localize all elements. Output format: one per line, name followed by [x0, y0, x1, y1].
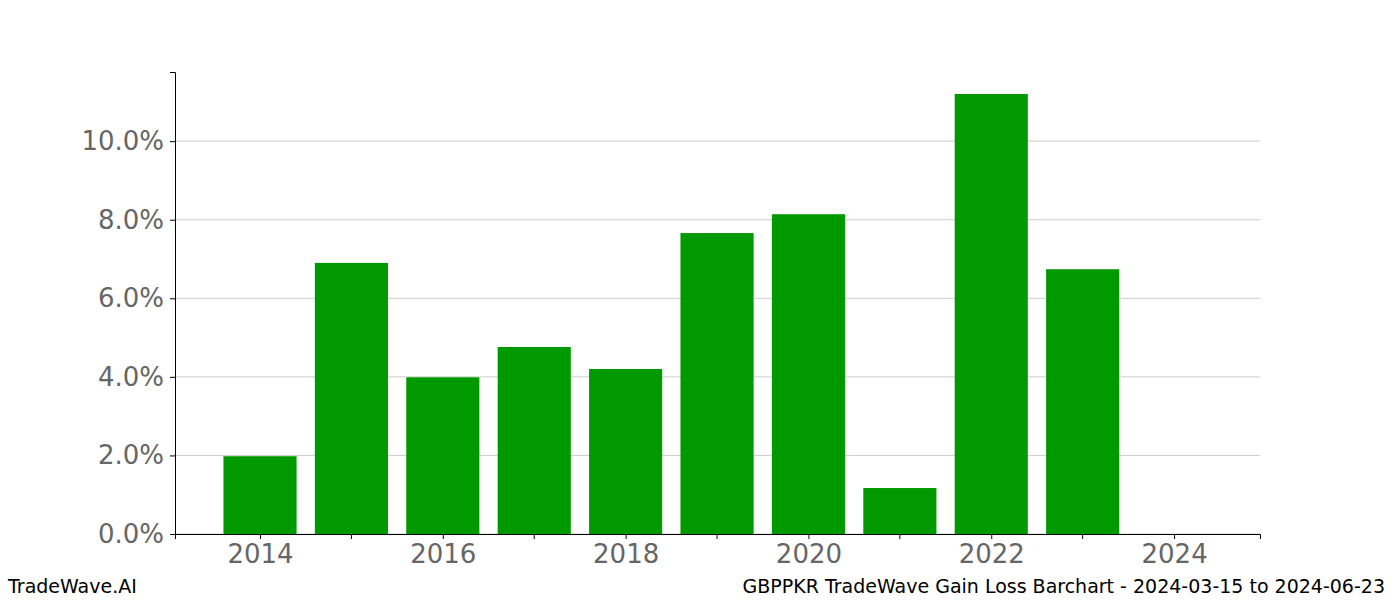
x-tick-mark [626, 534, 627, 539]
y-tick-label: 10.0% [81, 126, 164, 156]
bar [498, 347, 571, 534]
bar [1046, 269, 1119, 534]
x-tick-label: 2020 [776, 539, 842, 569]
bar [863, 488, 936, 534]
x-minor-tick [351, 534, 352, 539]
y-tick-label: 6.0% [98, 283, 164, 313]
y-axis: 0.0% 2.0% 4.0% 6.0% 8.0% 10.0% [81, 73, 175, 549]
y-tick: 2.0% [98, 440, 175, 470]
bar [589, 369, 662, 534]
y-tick-mark [170, 220, 175, 221]
x-tick: 2024 [1141, 534, 1207, 569]
x-minor-tick [1082, 534, 1083, 539]
bar [315, 263, 388, 534]
title: GBPPKR TradeWave Gain Loss Barchart - 20… [743, 575, 1385, 597]
grid [175, 141, 1260, 534]
x-minor-tick [899, 534, 900, 539]
y-tick-label: 2.0% [98, 440, 164, 470]
bar [223, 456, 296, 534]
grid-line [175, 141, 1260, 142]
y-tick-label: 4.0% [98, 362, 164, 392]
y-tick-mark [170, 534, 175, 535]
y-tick: 4.0% [98, 362, 175, 392]
y-tick-mark [170, 377, 175, 378]
y-tick-mark [170, 298, 175, 299]
x-tick-label: 2022 [959, 539, 1025, 569]
bar [680, 233, 753, 534]
y-tick: 0.0% [98, 519, 175, 549]
x-tick-mark [808, 534, 809, 539]
grid-line [175, 219, 1260, 220]
bar [955, 94, 1028, 534]
x-tick-label: 2024 [1141, 539, 1207, 569]
y-tick-mark [170, 141, 175, 142]
x-tick-label: 2018 [593, 539, 659, 569]
x-tick: 2016 [410, 534, 476, 569]
y-tick: 8.0% [98, 205, 175, 235]
y-tick-label: 0.0% [98, 519, 164, 549]
x-tick: 2014 [227, 534, 293, 569]
x-tick: 2022 [959, 534, 1025, 569]
x-tick-mark [991, 534, 992, 539]
bar [406, 377, 479, 534]
x-tick-mark [443, 534, 444, 539]
x-tick-mark [1174, 534, 1175, 539]
y-axis-line [170, 73, 176, 535]
x-minor-tick [534, 534, 535, 539]
y-tick: 6.0% [98, 283, 175, 313]
x-axis-line [176, 535, 1261, 540]
x-tick-mark [260, 534, 261, 539]
x-tick: 2020 [776, 534, 842, 569]
bar [772, 214, 845, 534]
x-tick: 2018 [593, 534, 659, 569]
watermark: TradeWave.AI [7, 575, 137, 597]
x-tick-label: 2016 [410, 539, 476, 569]
x-axis: 2014 2016 2018 2020 2022 2024 [176, 534, 1261, 569]
x-minor-tick [717, 534, 718, 539]
x-tick-label: 2014 [227, 539, 293, 569]
y-tick-mark [170, 455, 175, 456]
y-tick-label: 8.0% [98, 205, 164, 235]
bars [223, 94, 1119, 534]
y-tick: 10.0% [81, 126, 175, 156]
chart: 0.0% 2.0% 4.0% 6.0% 8.0% 10.0% 2014 2016 2018 202… [0, 0, 1400, 600]
